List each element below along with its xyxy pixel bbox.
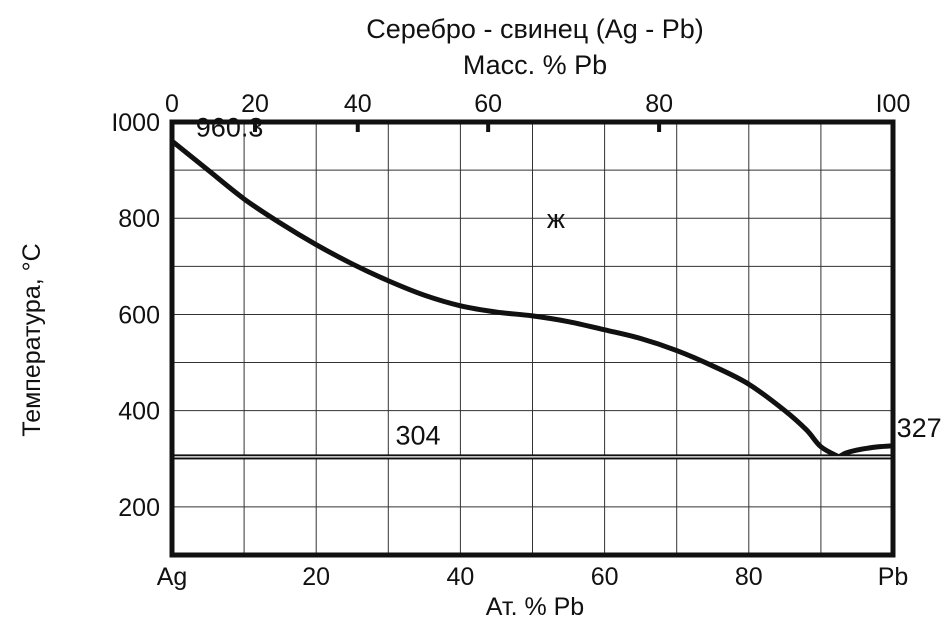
annotation-label: ж bbox=[547, 204, 565, 234]
x-axis-label: Ат. % Pb bbox=[486, 593, 584, 621]
top-tick-label: 0 bbox=[165, 90, 179, 118]
chart-subtitle: Масс. % Pb bbox=[463, 50, 607, 80]
y-axis-label: Температура, °C bbox=[18, 243, 46, 436]
y-tick-label: 400 bbox=[118, 398, 160, 426]
annotations: 960.3 ж 304 327 bbox=[196, 112, 942, 450]
liquidus-curve-ag-side bbox=[169, 138, 842, 460]
top-tick-label: 40 bbox=[344, 90, 372, 118]
top-tick-label: 60 bbox=[474, 90, 502, 118]
top-tick-label: 80 bbox=[645, 90, 673, 118]
annotation-label: 960.3 bbox=[196, 112, 264, 142]
chart-title: Серебро - свинец (Ag - Pb) bbox=[366, 14, 704, 44]
x-tick-label: 40 bbox=[446, 563, 474, 591]
x-tick-label: Ag bbox=[157, 563, 188, 591]
x-tick-label: 60 bbox=[591, 563, 619, 591]
gridlines bbox=[172, 122, 893, 555]
top-tick-label: I00 bbox=[876, 90, 911, 118]
y-tick-label: 200 bbox=[118, 494, 160, 522]
y-tick-label: 800 bbox=[118, 205, 160, 233]
plot-frame bbox=[169, 119, 896, 558]
annotation-label: 327 bbox=[897, 413, 942, 443]
y-tick-label: I000 bbox=[111, 109, 160, 137]
x-tick-label: 20 bbox=[302, 563, 330, 591]
liquidus-curve-pb-side bbox=[836, 443, 896, 460]
phase-curves bbox=[169, 138, 896, 460]
x-tick-label: 80 bbox=[735, 563, 763, 591]
y-tick-label: 600 bbox=[118, 301, 160, 329]
x-tick-label: Pb bbox=[878, 563, 909, 591]
annotation-label: 304 bbox=[396, 420, 441, 450]
top-tick-label: 20 bbox=[241, 90, 269, 118]
